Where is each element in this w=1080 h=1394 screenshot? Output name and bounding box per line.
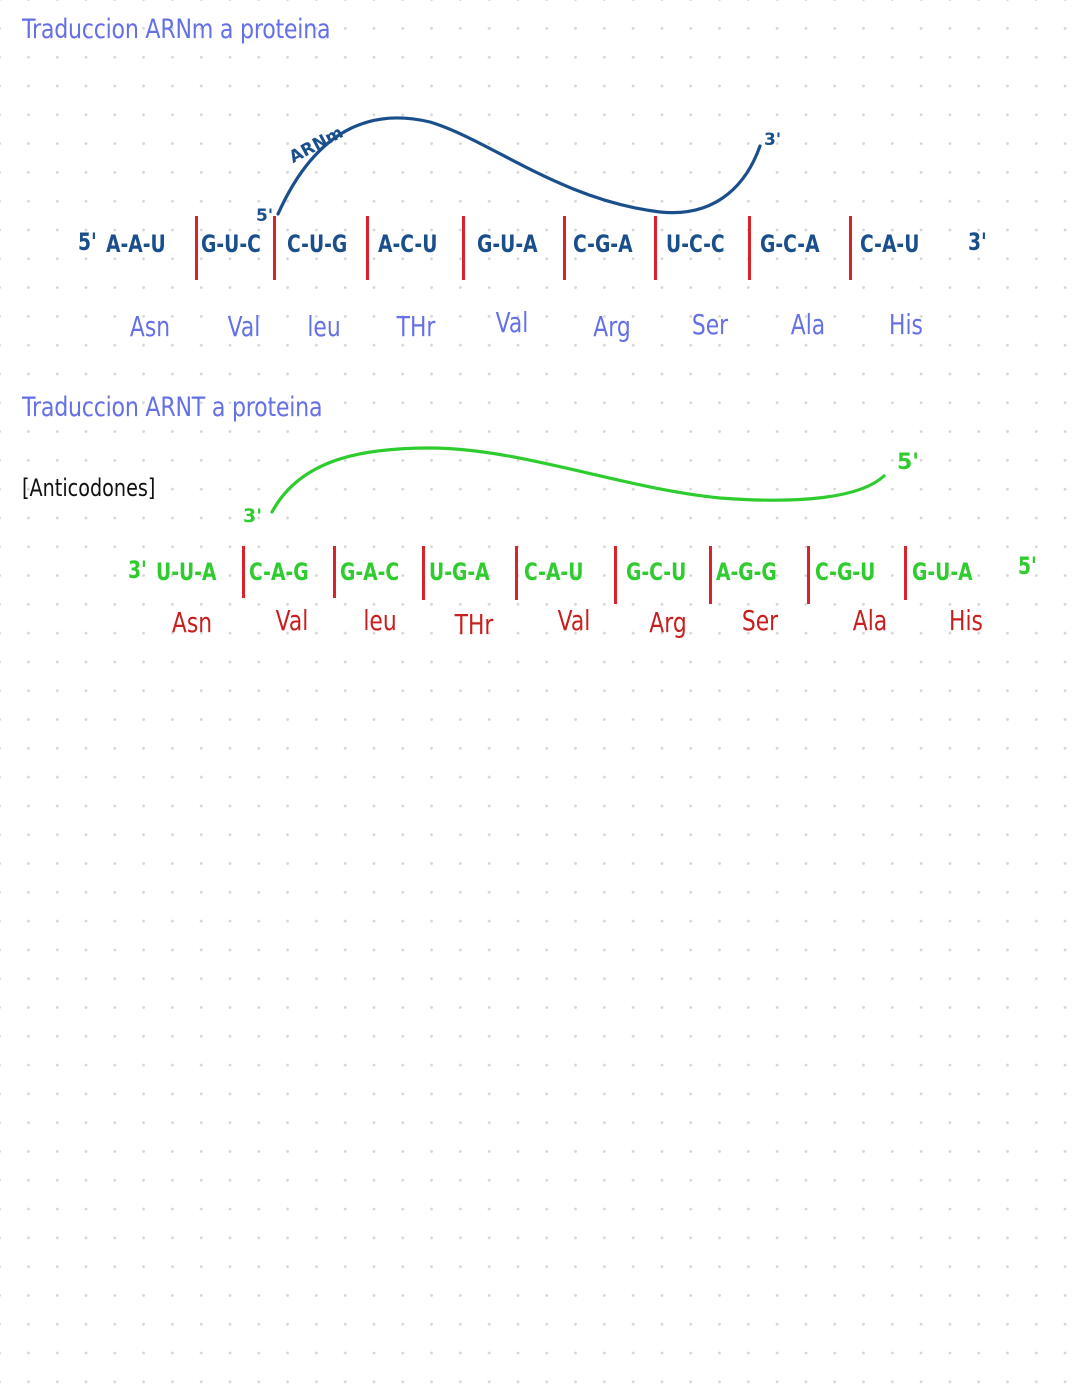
- mrna-divider-4: [462, 216, 465, 280]
- mrna-amino-2: Val: [227, 310, 261, 343]
- trna-amino-7: Ser: [741, 604, 779, 637]
- mrna-curve: [276, 116, 762, 216]
- trna-divider-4: [515, 546, 518, 600]
- trna-amino-2: Val: [275, 604, 309, 637]
- trna-divider-6: [709, 546, 712, 604]
- mrna-divider-1: [195, 216, 198, 280]
- mrna-divider-2: [273, 216, 276, 280]
- trna-codon-1: U-U-A: [156, 558, 217, 586]
- trna-divider-1: [242, 546, 245, 598]
- mrna-codon-9: C-A-U: [860, 230, 920, 258]
- trna-codon-5: C-A-U: [524, 558, 584, 586]
- mrna-amino-5: Val: [495, 306, 529, 339]
- trna-amino-9: His: [949, 604, 983, 637]
- trna-divider-5: [614, 546, 617, 604]
- section1-title: Traduccion ARNm a proteina: [22, 14, 331, 45]
- trna-divider-2: [333, 546, 336, 598]
- trna-amino-5: Val: [557, 604, 591, 637]
- mrna-prime-left: 5': [78, 228, 97, 256]
- mrna-amino-7: Ser: [691, 308, 729, 341]
- trna-curve-end-label: 5': [897, 450, 920, 475]
- trna-codon-2: C-A-G: [249, 558, 309, 586]
- trna-codon-3: G-A-C: [340, 558, 400, 586]
- trna-codon-4: U-G-A: [429, 558, 490, 586]
- trna-codon-8: C-G-U: [815, 558, 876, 586]
- mrna-codon-5: G-U-A: [477, 230, 538, 258]
- mrna-amino-6: Arg: [593, 310, 631, 343]
- trna-divider-3: [422, 546, 425, 600]
- mrna-codon-6: C-G-A: [573, 230, 633, 258]
- mrna-amino-8: Ala: [790, 308, 826, 341]
- trna-amino-3: leu: [363, 604, 397, 637]
- trna-amino-8: Ala: [852, 604, 888, 637]
- trna-codon-6: G-C-U: [626, 558, 687, 586]
- trna-divider-8: [904, 546, 907, 600]
- trna-codon-7: A-G-G: [716, 558, 777, 586]
- mrna-amino-1: Asn: [129, 310, 171, 343]
- mrna-curve-end-label: 3': [764, 130, 782, 150]
- mrna-divider-5: [563, 216, 566, 280]
- trna-curve: [270, 446, 886, 514]
- trna-codon-9: G-U-A: [912, 558, 973, 586]
- mrna-divider-3: [366, 216, 369, 280]
- mrna-amino-3: leu: [307, 310, 341, 343]
- mrna-codon-2: G-U-C: [201, 230, 261, 258]
- mrna-amino-4: THr: [396, 310, 436, 343]
- mrna-codon-8: G-C-A: [760, 230, 820, 258]
- mrna-curve-start-label: 5': [256, 206, 274, 226]
- trna-amino-1: Asn: [171, 606, 213, 639]
- trna-amino-6: Arg: [649, 606, 687, 639]
- mrna-amino-9: His: [889, 308, 923, 341]
- mrna-divider-7: [748, 216, 751, 280]
- trna-amino-4: THr: [454, 608, 494, 641]
- mrna-codon-4: A-C-U: [378, 230, 438, 258]
- trna-prime-right: 5': [1018, 552, 1037, 580]
- section2-title: Traduccion ARNT a proteina: [22, 392, 323, 423]
- trna-divider-7: [807, 546, 810, 604]
- mrna-codon-1: A-A-U: [106, 230, 166, 258]
- mrna-codon-7: U-C-C: [666, 230, 725, 258]
- mrna-divider-6: [654, 216, 657, 280]
- mrna-divider-8: [849, 216, 852, 280]
- trna-curve-start-label: 3': [243, 505, 263, 527]
- mrna-prime-right: 3': [968, 228, 987, 256]
- section2-subtitle: [Anticodones]: [22, 474, 156, 502]
- mrna-codon-3: C-U-G: [287, 230, 348, 258]
- trna-prime-left: 3': [128, 556, 147, 584]
